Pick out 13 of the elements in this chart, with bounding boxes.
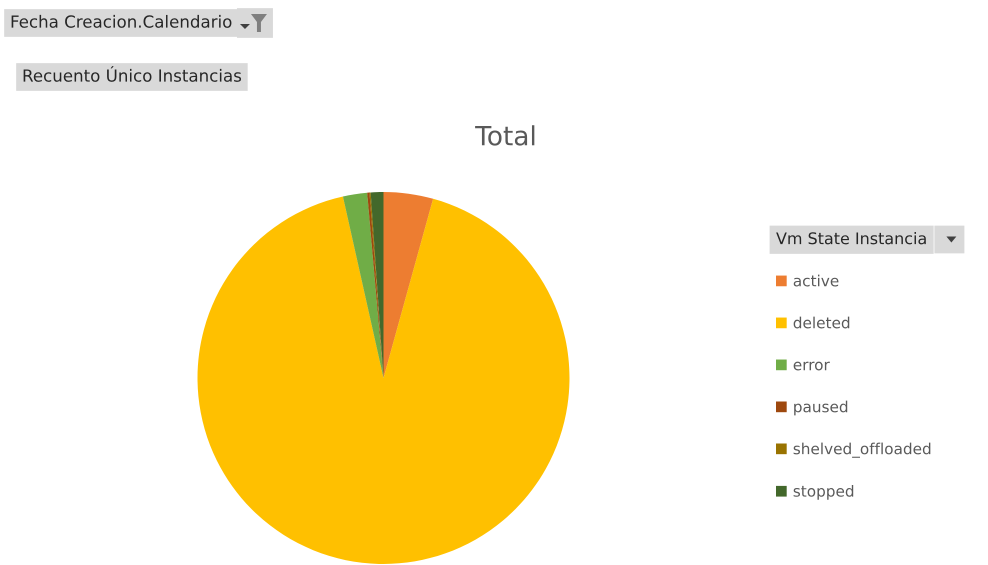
legend-label: deleted [794,316,850,328]
legend-label: error [794,362,830,370]
pie-slice [198,196,570,564]
pie-slice [384,192,434,378]
text: Fecha Creacion.Calendario [12,14,232,28]
pie-slice [342,192,384,378]
legend-title: Vm State Instancia [776,232,926,244]
chart-title: Total [475,125,534,146]
legend-label: shelved_offloaded [794,442,930,458]
legend-label: paused [794,400,848,416]
legend-label: stopped [794,484,854,500]
text: Recuento Único Instancias [24,66,242,82]
legend-label: active [794,274,838,286]
